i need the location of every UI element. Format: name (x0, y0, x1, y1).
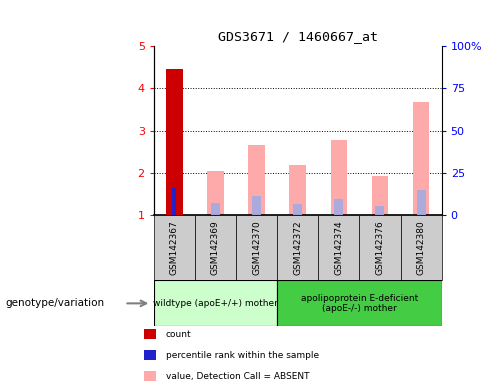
Text: GSM142372: GSM142372 (293, 220, 302, 275)
Bar (372, 176, 388, 215)
Bar (277, 280, 442, 326)
Bar (195, 215, 236, 280)
Text: GSM142370: GSM142370 (252, 220, 261, 275)
Text: GSM142374: GSM142374 (334, 220, 344, 275)
Bar (401, 215, 442, 280)
Bar (154, 215, 195, 280)
Bar (207, 170, 224, 215)
Bar (154, 280, 277, 326)
Bar (293, 204, 302, 215)
Bar (236, 215, 277, 280)
Bar (334, 199, 344, 215)
Bar (318, 215, 359, 280)
Bar (330, 140, 347, 215)
Title: GDS3671 / 1460667_at: GDS3671 / 1460667_at (218, 30, 378, 43)
Bar (413, 102, 429, 215)
Text: GSM142369: GSM142369 (211, 220, 220, 275)
Bar (166, 70, 183, 215)
Bar (289, 165, 306, 215)
Bar (417, 190, 426, 215)
Bar (359, 215, 401, 280)
Text: percentile rank within the sample: percentile rank within the sample (166, 351, 319, 360)
Text: GSM142380: GSM142380 (417, 220, 426, 275)
Text: GSM142367: GSM142367 (170, 220, 179, 275)
Text: wildtype (apoE+/+) mother: wildtype (apoE+/+) mother (153, 299, 278, 308)
Text: genotype/variation: genotype/variation (5, 298, 104, 308)
Text: GSM142376: GSM142376 (375, 220, 385, 275)
Bar (252, 196, 261, 215)
Bar (172, 188, 176, 215)
Text: value, Detection Call = ABSENT: value, Detection Call = ABSENT (166, 372, 309, 381)
Bar (211, 203, 220, 215)
Text: count: count (166, 329, 192, 339)
Bar (248, 146, 265, 215)
Text: apolipoprotein E-deficient
(apoE-/-) mother: apolipoprotein E-deficient (apoE-/-) mot… (301, 294, 418, 313)
Bar (375, 206, 385, 215)
Bar (277, 215, 318, 280)
